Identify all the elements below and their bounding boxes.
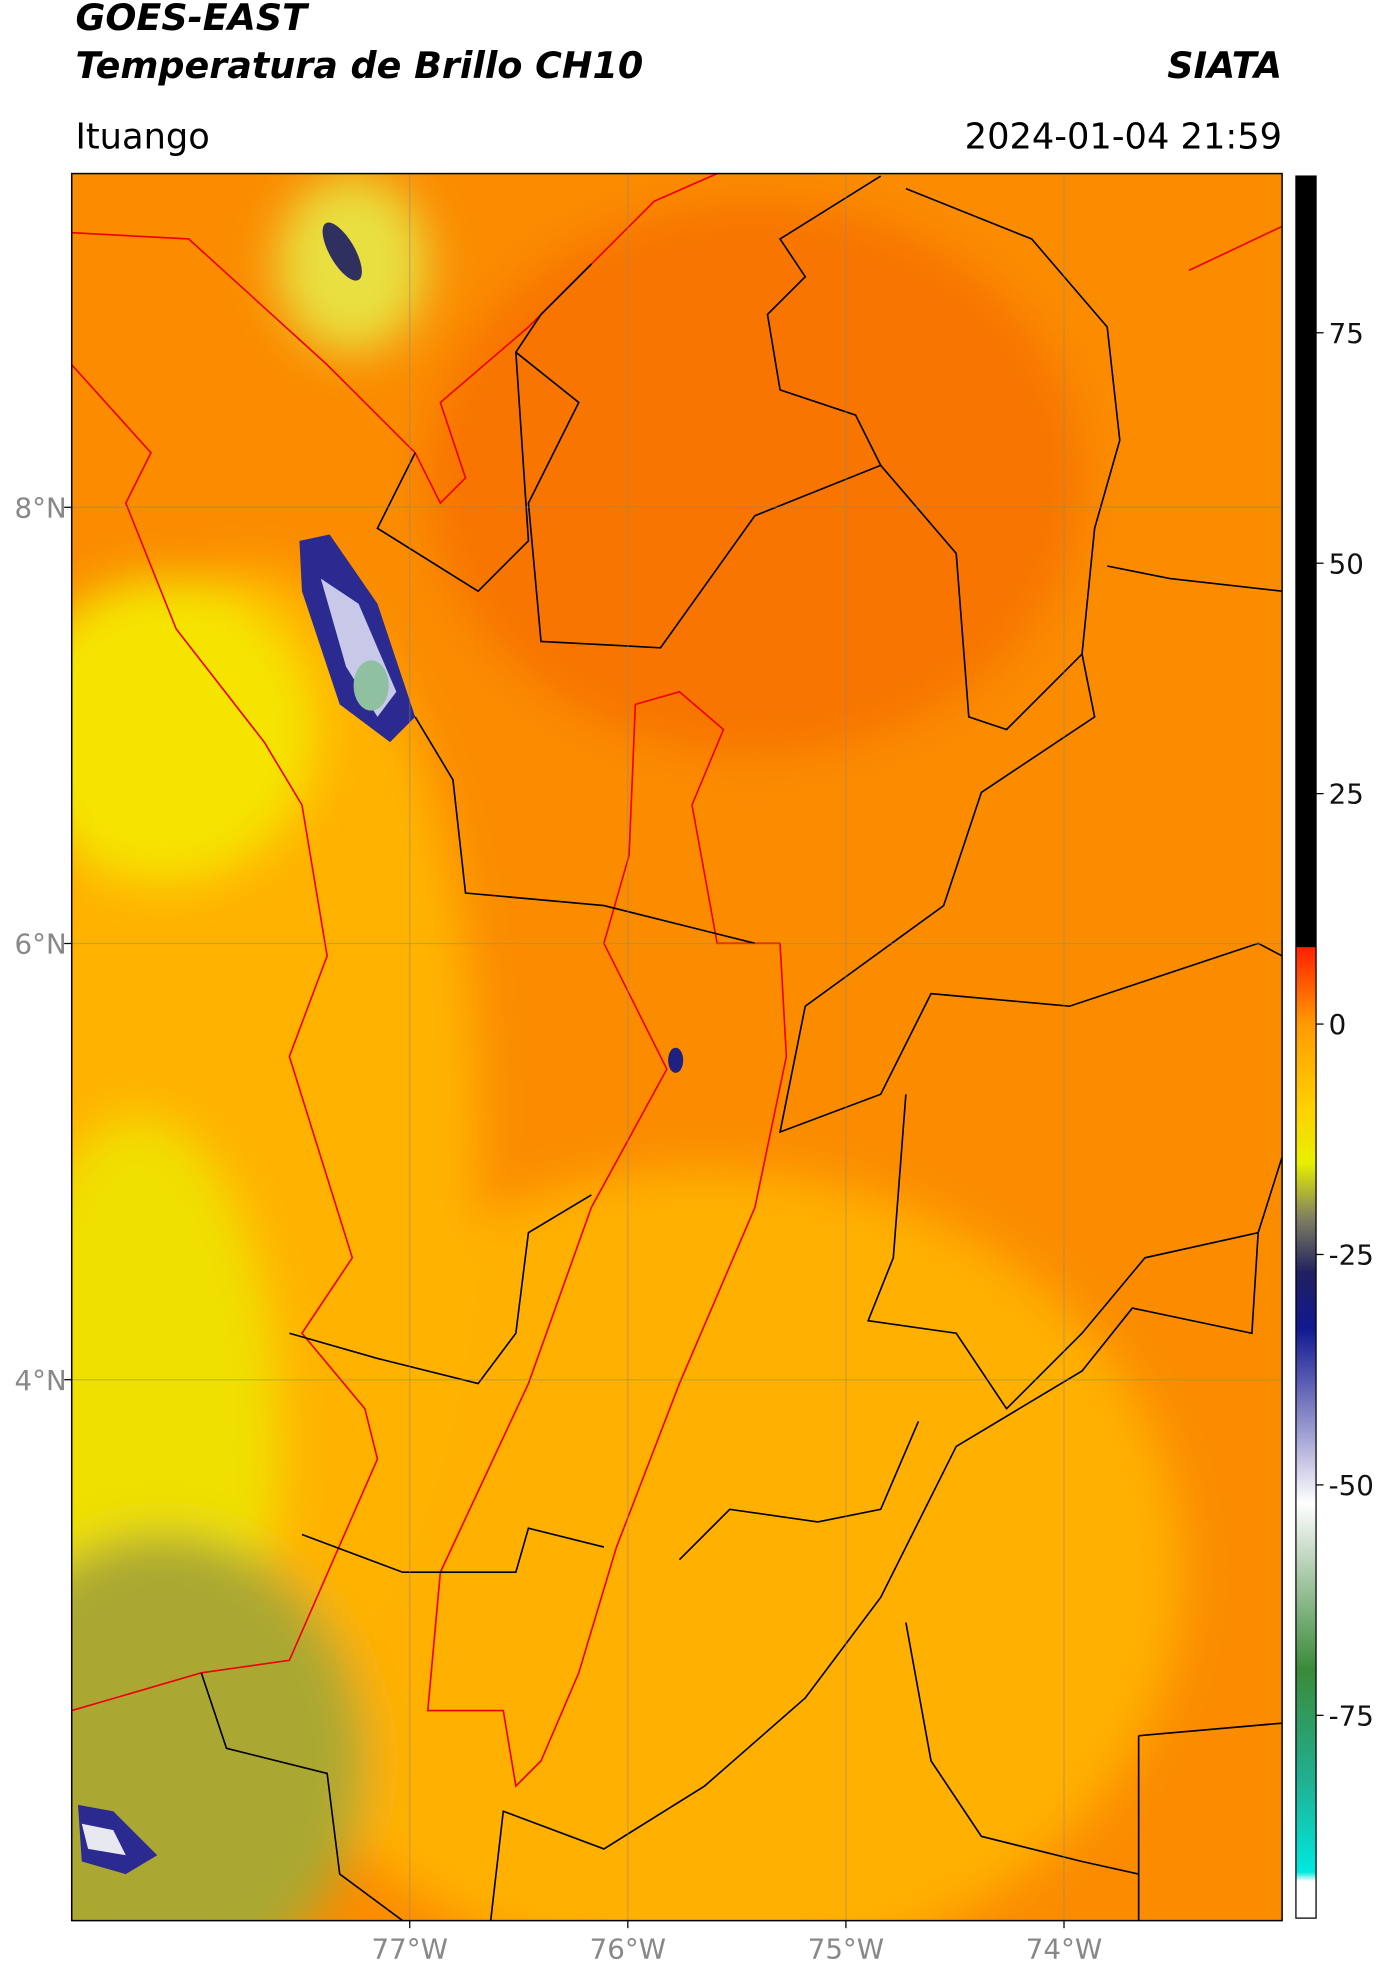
title-line2: Temperatura de Brillo CH10 [75,44,643,87]
colorbar-tick-label: 25 [1329,778,1364,811]
title-line1: GOES-EAST [75,0,310,39]
map-image [71,173,1283,1921]
map-frame [70,172,1283,1922]
grid [71,173,1283,1921]
colorbar-tick-label: 75 [1329,317,1364,350]
brand: SIATA [1167,44,1282,87]
location: Ituango [75,116,209,157]
colorbar [1295,175,1317,1919]
lat-tick-label: 8°N [15,491,67,524]
colorbar-tick-label: -25 [1329,1239,1374,1272]
lon-tick-label: 77°W [372,1932,448,1965]
colorbar-tick-label: -75 [1329,1699,1374,1732]
colorbar-tick-label: 0 [1329,1008,1347,1041]
lon-tick-label: 75°W [808,1932,884,1965]
colorbar-tick-label: 50 [1329,547,1364,580]
datetime: 2024-01-04 21:59 [965,116,1282,157]
lon-tick-label: 76°W [590,1932,666,1965]
colorbar-tick-label: -50 [1329,1469,1374,1502]
lon-tick-label: 74°W [1026,1932,1102,1965]
lat-tick-label: 6°N [15,928,67,961]
lat-tick-label: 4°N [15,1364,67,1397]
